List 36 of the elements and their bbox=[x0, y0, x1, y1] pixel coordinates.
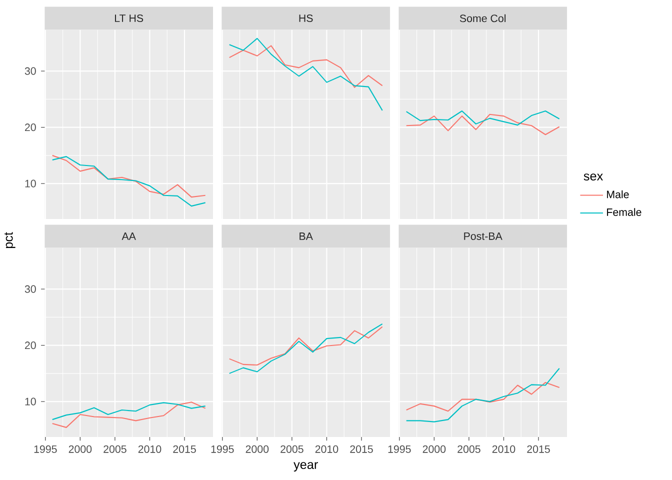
x-tick-label: 2005 bbox=[458, 445, 480, 453]
line-series bbox=[52, 402, 206, 428]
legend-title: sex bbox=[584, 174, 603, 181]
x-tick-label: 2015 bbox=[527, 445, 550, 453]
x-tick-label: 2000 bbox=[422, 445, 446, 453]
x-tick-label: 1995 bbox=[34, 445, 57, 453]
chart-title: HS bbox=[299, 14, 313, 22]
x-axis-title: year bbox=[294, 462, 318, 472]
x-tick-label: 2010 bbox=[138, 445, 162, 453]
legend-label: Male bbox=[607, 190, 629, 198]
y-tick-label: 30 bbox=[24, 285, 36, 293]
x-tick-label: 2000 bbox=[246, 445, 269, 453]
x-tick-label: 2015 bbox=[350, 445, 373, 453]
chart-title: AA bbox=[122, 232, 136, 240]
x-tick-label: 2005 bbox=[104, 445, 126, 453]
x-tick-label: 2010 bbox=[315, 445, 338, 453]
chart-title: Post-BA bbox=[464, 232, 502, 240]
x-tick-label: 1995 bbox=[211, 445, 234, 453]
x-tick-label: 2000 bbox=[68, 445, 92, 453]
x-tick-label: 1995 bbox=[388, 445, 411, 453]
y-tick-label: 20 bbox=[25, 342, 36, 350]
chart-title: BA bbox=[300, 232, 313, 240]
line-series bbox=[52, 156, 206, 207]
x-tick-label: 2015 bbox=[173, 445, 196, 453]
line-series bbox=[52, 402, 206, 420]
legend-label: Female bbox=[607, 208, 642, 216]
y-tick-label: 10 bbox=[25, 180, 36, 188]
chart-title: Some Col bbox=[460, 14, 506, 22]
line-series bbox=[52, 154, 206, 198]
x-tick-label: 2010 bbox=[492, 445, 516, 453]
y-axis-title: pct bbox=[4, 232, 16, 248]
y-tick-label: 30 bbox=[24, 67, 36, 75]
chart-title: LT HS bbox=[115, 14, 144, 22]
y-tick-label: 20 bbox=[25, 124, 36, 132]
y-tick-label: 10 bbox=[25, 398, 36, 406]
x-tick-label: 2005 bbox=[280, 445, 304, 453]
